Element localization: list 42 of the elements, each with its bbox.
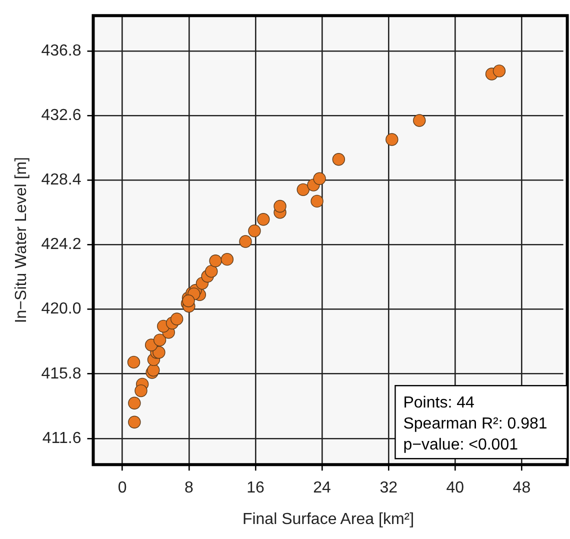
y-tick-label: 432.6 <box>41 106 82 124</box>
point <box>257 212 270 226</box>
y-tick-label: 415.8 <box>41 365 82 382</box>
y-tick-label: 420.0 <box>41 300 82 318</box>
point <box>313 172 326 185</box>
x-axis-title: Final Surface Area [km²] <box>242 510 414 528</box>
x-tick-label: 8 <box>184 480 194 497</box>
point <box>296 183 310 196</box>
point <box>153 334 166 346</box>
point <box>128 416 141 429</box>
annotation: p−value: <0.001 <box>403 436 518 454</box>
x-tick-label: 16 <box>246 480 264 497</box>
y-axis-title: In−Situ Water Level [m] <box>13 157 30 324</box>
point <box>332 153 346 166</box>
point <box>239 235 252 248</box>
x-tick-label: 48 <box>512 480 531 497</box>
point <box>413 114 426 127</box>
annotation: Spearman R²: 0.981 <box>403 416 548 433</box>
point <box>492 64 506 78</box>
point <box>248 224 261 238</box>
x-tick-label: 24 <box>313 480 332 497</box>
point <box>209 254 222 268</box>
point <box>182 294 195 308</box>
y-tick-label: 436.8 <box>41 42 82 60</box>
point <box>274 200 286 213</box>
y-tick-label: 428.4 <box>41 172 82 189</box>
point <box>147 364 160 377</box>
point <box>152 346 166 359</box>
y-tick-label: 424.2 <box>41 236 82 254</box>
point <box>386 133 398 146</box>
point <box>127 356 140 369</box>
point <box>205 264 218 278</box>
x-tick-label: 40 <box>446 480 464 497</box>
x-tick-label: 0 <box>118 480 127 497</box>
x-tick-label: 32 <box>380 480 398 497</box>
point <box>220 252 234 266</box>
point <box>128 396 141 410</box>
y-tick-label: 411.6 <box>42 430 82 447</box>
annotation: Points: 44 <box>403 394 474 412</box>
point <box>310 194 324 208</box>
point <box>134 384 148 398</box>
point <box>170 312 184 326</box>
